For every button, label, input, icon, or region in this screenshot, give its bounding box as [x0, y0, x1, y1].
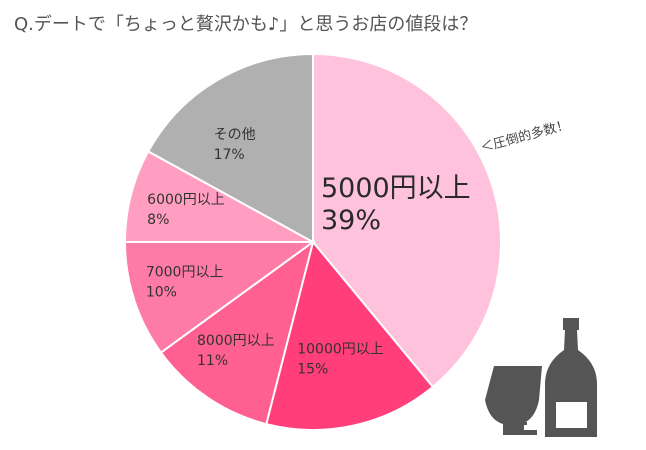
slice-label: 6000円以上 8% [147, 192, 225, 228]
slice-percent-label: 15% [297, 361, 328, 377]
slice-percent-label: 39% [321, 205, 381, 236]
pie-slice [123, 241, 317, 354]
chart-title: Q.デートで「ちょっと贅沢かも♪」と思うお店の値段は？ [14, 14, 477, 35]
slice-percent-label: 10% [146, 285, 177, 301]
slice-category-label: 7000円以上 [146, 265, 224, 281]
pie-slices [123, 52, 502, 431]
pie-slice [146, 52, 314, 244]
wine-glass-icon [485, 366, 542, 435]
slice-label: 10000円以上 15% [297, 341, 384, 377]
annotation-text: ＜圧倒的多数！ [479, 117, 571, 156]
slice-label: 8000円以上 11% [197, 333, 275, 369]
pie-slice [312, 52, 502, 389]
bottle-label [556, 402, 587, 428]
pie-slice [265, 239, 435, 431]
slice-labels: 5000円以上 39% 10000円以上 15% 8000円以上 11% 7000円以上 10… [146, 127, 471, 378]
slice-label: 5000円以上 39% [321, 173, 471, 236]
pie-slice [123, 150, 314, 243]
slice-percent-label: 8% [147, 212, 169, 228]
slice-label: 7000円以上 10% [146, 265, 224, 301]
slice-category-label: 6000円以上 [147, 192, 225, 208]
slice-category-label: 5000円以上 [321, 173, 471, 204]
slice-category-label: 10000円以上 [297, 341, 384, 357]
wine-bottle-icon [545, 318, 597, 437]
slice-category-label: その他 [214, 127, 256, 143]
pie-slice [159, 239, 315, 426]
slice-label: その他 17% [214, 127, 256, 163]
slice-percent-label: 11% [197, 353, 228, 369]
slice-category-label: 8000円以上 [197, 333, 275, 349]
slice-percent-label: 17% [214, 147, 245, 163]
